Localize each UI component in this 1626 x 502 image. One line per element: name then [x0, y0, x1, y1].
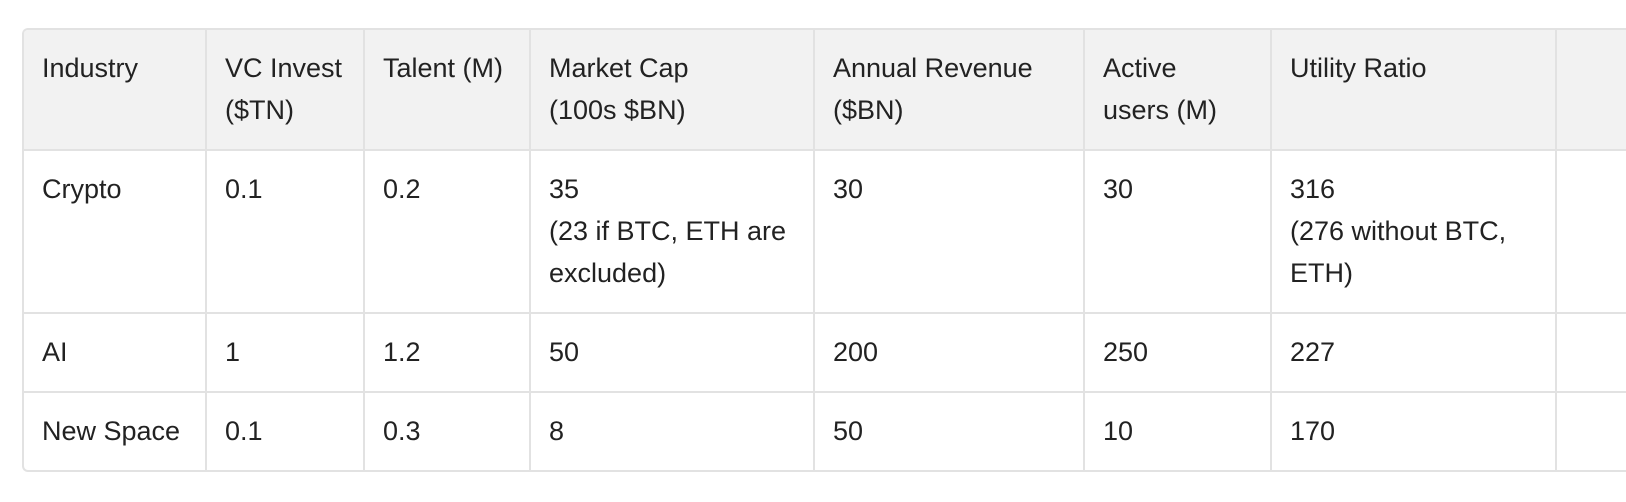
cell-active-users: 30 [1084, 150, 1272, 314]
industry-comparison-table: Industry VC Invest ($TN) Talent (M) Mark… [22, 28, 1626, 472]
cell-industry: Crypto [24, 150, 207, 314]
cell-vc-invest: 0.1 [206, 392, 365, 470]
column-header-extra [1556, 30, 1626, 151]
cell-industry: AI [24, 313, 207, 393]
cell-annual-revenue: 200 [814, 313, 1085, 393]
table-row: Crypto 0.1 0.2 35 (23 if BTC, ETH are ex… [24, 150, 1626, 314]
cell-market-cap: 35 (23 if BTC, ETH are excluded) [530, 150, 815, 314]
column-header-utility-ratio: Utility Ratio [1271, 30, 1557, 151]
cell-market-cap: 50 [530, 313, 815, 393]
cell-vc-invest: 1 [206, 313, 365, 393]
column-header-active-users: Active users (M) [1084, 30, 1272, 151]
cell-active-users: 10 [1084, 392, 1272, 470]
table-header-row: Industry VC Invest ($TN) Talent (M) Mark… [24, 30, 1626, 151]
cell-talent: 0.3 [364, 392, 531, 470]
cell-vc-invest: 0.1 [206, 150, 365, 314]
column-header-vc-invest: VC Invest ($TN) [206, 30, 365, 151]
cell-annual-revenue: 50 [814, 392, 1085, 470]
cell-annual-revenue: 30 [814, 150, 1085, 314]
cell-utility-ratio: 227 [1271, 313, 1557, 393]
cell-talent: 0.2 [364, 150, 531, 314]
cell-utility-ratio: 170 [1271, 392, 1557, 470]
column-header-industry: Industry [24, 30, 207, 151]
cell-extra [1556, 313, 1626, 393]
cell-talent: 1.2 [364, 313, 531, 393]
cell-extra [1556, 150, 1626, 314]
cell-utility-ratio: 316 (276 without BTC, ETH) [1271, 150, 1557, 314]
column-header-talent: Talent (M) [364, 30, 531, 151]
data-table: Industry VC Invest ($TN) Talent (M) Mark… [24, 30, 1626, 470]
cell-industry: New Space [24, 392, 207, 470]
table-row: AI 1 1.2 50 200 250 227 [24, 313, 1626, 393]
cell-active-users: 250 [1084, 313, 1272, 393]
cell-market-cap: 8 [530, 392, 815, 470]
column-header-market-cap: Market Cap (100s $BN) [530, 30, 815, 151]
table-row: New Space 0.1 0.3 8 50 10 170 [24, 392, 1626, 470]
cell-extra [1556, 392, 1626, 470]
column-header-annual-revenue: Annual Revenue ($BN) [814, 30, 1085, 151]
